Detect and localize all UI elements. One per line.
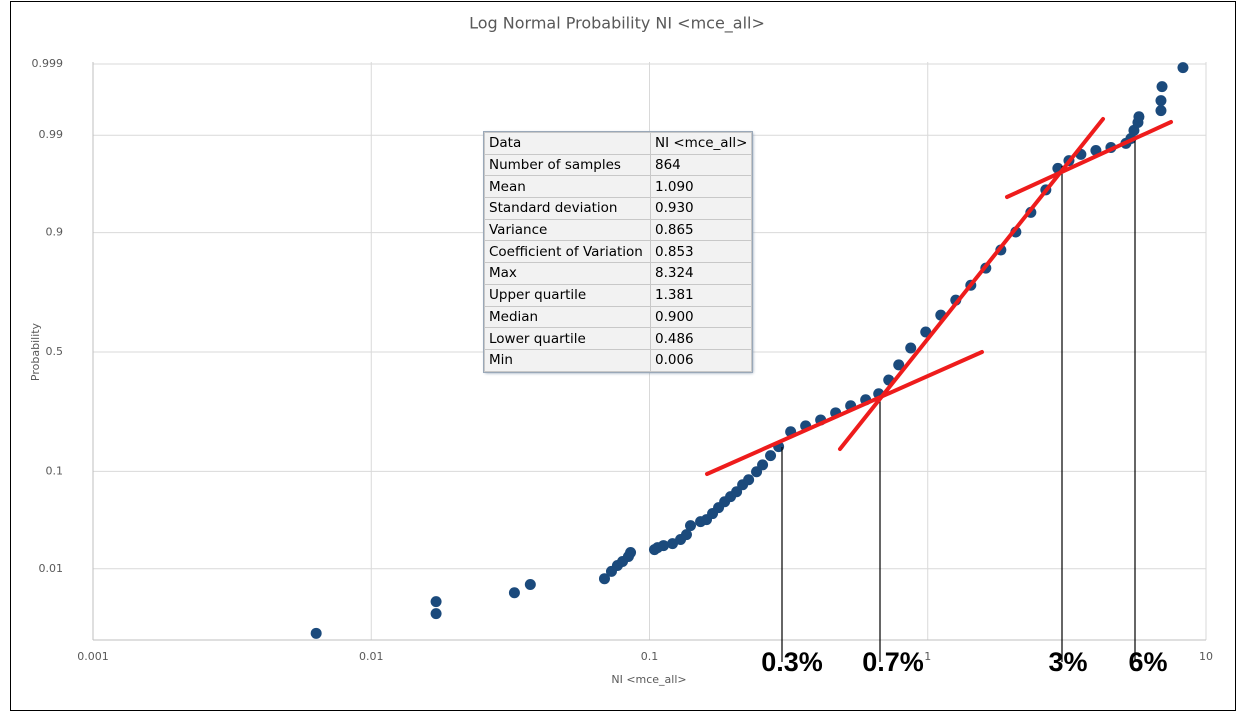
data-point (430, 596, 442, 608)
table-row: Standard deviation 0.930 (484, 197, 753, 220)
fit-line (705, 350, 984, 476)
stat-label: Upper quartile (484, 283, 651, 307)
stat-label: Data (484, 132, 651, 155)
stat-value: 0.930 (649, 197, 753, 220)
stat-label: Standard deviation (484, 197, 651, 220)
data-point (310, 627, 322, 639)
chart-title: Log Normal Probability NI <mce_all> (469, 14, 765, 34)
x-tick-label: 10 (1199, 650, 1213, 663)
data-point (625, 547, 637, 559)
annotation: 0.7% (862, 647, 924, 677)
stat-value: 0.486 (649, 327, 753, 350)
stat-value: NI <mce_all> (649, 132, 753, 155)
data-point (658, 540, 670, 552)
table-row: Variance 0.865 (484, 218, 753, 242)
data-point (524, 579, 536, 591)
x-tick-label: 0.1 (641, 650, 659, 663)
data-point (680, 529, 692, 541)
guide-lines (781, 137, 1136, 662)
table-row: Data NI <mce_all> (484, 132, 753, 155)
x-tick-label: 0.01 (359, 650, 384, 663)
stat-label: Median (484, 305, 651, 329)
data-point (1155, 105, 1167, 117)
stat-label: Max (484, 262, 651, 285)
y-tick-label: 0.9 (46, 226, 64, 239)
stat-value: 0.006 (649, 348, 753, 372)
y-tick-label: 0.999 (32, 57, 64, 70)
fit-line (838, 117, 1105, 451)
stat-label: Number of samples (484, 153, 651, 177)
table-row: Max 8.324 (484, 262, 753, 285)
data-point (1156, 81, 1168, 93)
data-point (905, 342, 917, 354)
stat-label: Lower quartile (484, 327, 651, 350)
y-tick-label: 0.01 (39, 562, 64, 575)
stat-label: Coefficient of Variation (484, 240, 651, 264)
data-point (893, 359, 905, 371)
fit-lines (705, 117, 1173, 476)
stat-value: 1.381 (649, 283, 753, 307)
annotation: 6% (1128, 647, 1167, 677)
data-point (1155, 95, 1167, 107)
table-row: Min 0.006 (484, 348, 753, 372)
stat-value: 864 (649, 153, 753, 177)
x-tick-label: 0.001 (77, 650, 109, 663)
data-point (430, 608, 442, 620)
table-row: Median 0.900 (484, 305, 753, 329)
data-point (1133, 111, 1145, 123)
data-point (765, 450, 777, 462)
data-point (743, 474, 755, 486)
y-axis-label: Probability (29, 322, 42, 381)
stat-label: Mean (484, 175, 651, 199)
data-point (598, 573, 610, 585)
stat-value: 0.865 (649, 218, 753, 242)
stat-label: Min (484, 348, 651, 372)
y-tick-label: 0.1 (46, 464, 64, 477)
table-row: Lower quartile 0.486 (484, 327, 753, 350)
table-row: Mean 1.090 (484, 175, 753, 199)
fit-line (1005, 120, 1173, 199)
x-axis-label: NI <mce_all> (611, 673, 686, 686)
annotation: 3% (1048, 647, 1087, 677)
table-row: Coefficient of Variation 0.853 (484, 240, 753, 264)
stat-value: 8.324 (649, 262, 753, 285)
stat-value: 0.900 (649, 305, 753, 329)
annotation: 0.3% (761, 647, 823, 677)
y-tick-label: 0.5 (46, 345, 64, 358)
stat-value: 1.090 (649, 175, 753, 199)
x-tick-label: 1 (924, 650, 931, 663)
table-row: Number of samples 864 (484, 153, 753, 177)
stat-value: 0.853 (649, 240, 753, 264)
data-point (685, 520, 697, 532)
y-tick-label: 0.99 (39, 128, 64, 141)
data-point (757, 459, 769, 471)
data-point (508, 587, 520, 599)
table-row: Upper quartile 1.381 (484, 283, 753, 307)
data-point (920, 326, 932, 338)
stats-table: Data NI <mce_all> Number of samples 864 Mean… (482, 131, 754, 373)
stat-label: Variance (484, 218, 651, 242)
data-point (1177, 62, 1189, 74)
